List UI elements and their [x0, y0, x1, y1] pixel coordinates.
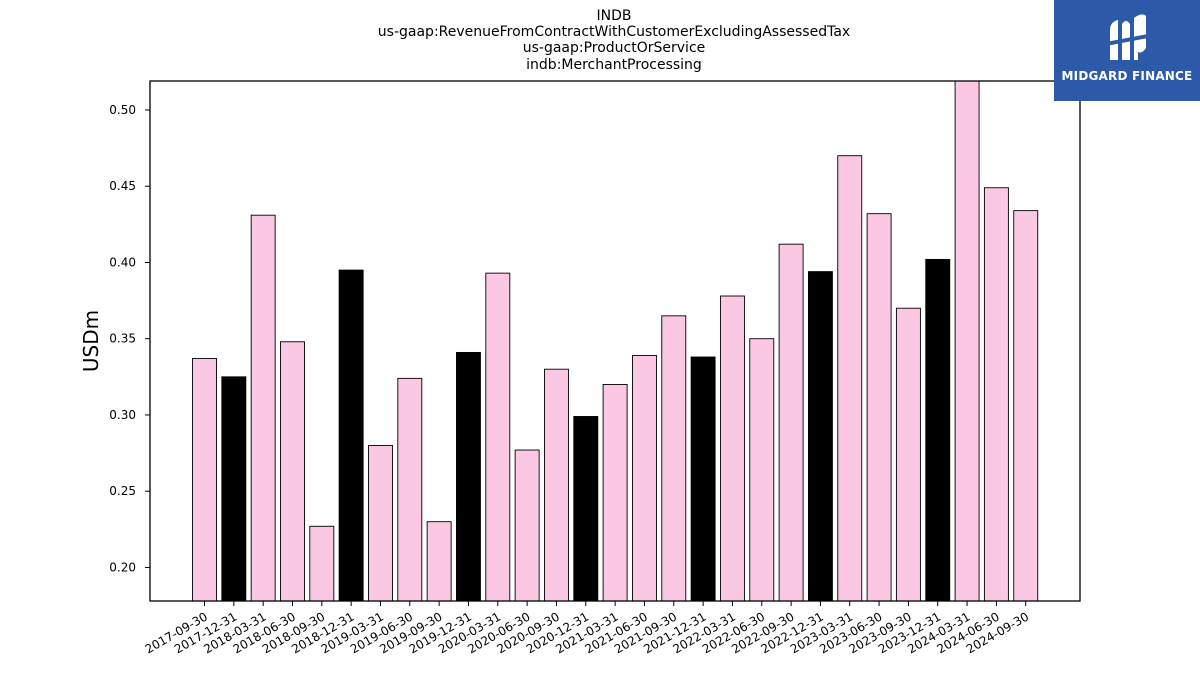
title-line-2: us-gaap:RevenueFromContractWithCustomerE…: [378, 24, 850, 40]
bar-2023-09-30: [895, 307, 921, 602]
bar-2019-03-31: [368, 445, 393, 602]
bars-group: [192, 80, 1039, 602]
bar-2018-03-31: [250, 214, 276, 602]
title-line-4: indb:MerchantProcessing: [526, 57, 702, 73]
bar-2018-09-30: [309, 525, 335, 602]
bar-2019-12-31: [456, 351, 481, 602]
bar-2021-03-31: [602, 384, 628, 602]
bar-2022-06-30: [749, 338, 775, 602]
title-line-3: us-gaap:ProductOrService: [523, 40, 706, 56]
midgard-logo-icon: [1106, 14, 1148, 60]
bar-2023-06-30: [866, 213, 892, 602]
bar-2017-09-30: [192, 358, 217, 602]
bar-2018-12-31: [338, 269, 364, 602]
plot-frame: [149, 80, 1081, 602]
chart-title: INDB us-gaap:RevenueFromContractWithCust…: [378, 8, 850, 73]
bar-2021-09-30: [661, 315, 687, 602]
bar-2022-09-30: [778, 243, 804, 602]
y-tick-label: 0.25: [109, 484, 136, 498]
bar-2024-09-30: [1013, 210, 1039, 602]
bar-2022-03-31: [719, 295, 745, 602]
bar-2019-06-30: [397, 377, 423, 602]
logo-text: MIDGARD FINANCE: [1061, 69, 1193, 83]
bar-2023-12-31: [925, 258, 951, 602]
y-tick-label: 0.45: [109, 179, 136, 193]
bar-2021-12-31: [690, 356, 716, 602]
y-axis: 0.20 0.25 0.30 0.35 0.40 0.45 0.50: [109, 103, 150, 574]
y-tick-label: 0.20: [109, 560, 136, 574]
bar-2020-12-31: [573, 416, 599, 602]
y-axis-label: USDm: [79, 310, 103, 372]
x-axis: 2017-09-302017-12-312018-03-312018-06-30…: [143, 601, 1031, 656]
bar-2024-06-30: [983, 187, 1009, 602]
bar-2020-03-31: [485, 272, 511, 602]
y-tick-label: 0.50: [109, 103, 136, 117]
y-tick-label: 0.40: [109, 255, 136, 269]
bar-2020-09-30: [544, 368, 569, 602]
title-line-1: INDB: [597, 8, 632, 24]
midgard-finance-logo: MIDGARD FINANCE: [1054, 0, 1200, 101]
y-tick-label: 0.30: [109, 408, 136, 422]
bar-2018-06-30: [280, 341, 305, 602]
bar-2020-06-30: [514, 449, 540, 602]
bar-2019-09-30: [426, 521, 452, 602]
y-tick-label: 0.35: [109, 332, 136, 346]
bar-2022-12-31: [807, 271, 833, 602]
bar-2023-03-31: [837, 155, 863, 602]
bar-2024-03-31: [954, 80, 980, 602]
bar-2021-06-30: [632, 355, 657, 602]
bar-2017-12-31: [221, 376, 247, 602]
